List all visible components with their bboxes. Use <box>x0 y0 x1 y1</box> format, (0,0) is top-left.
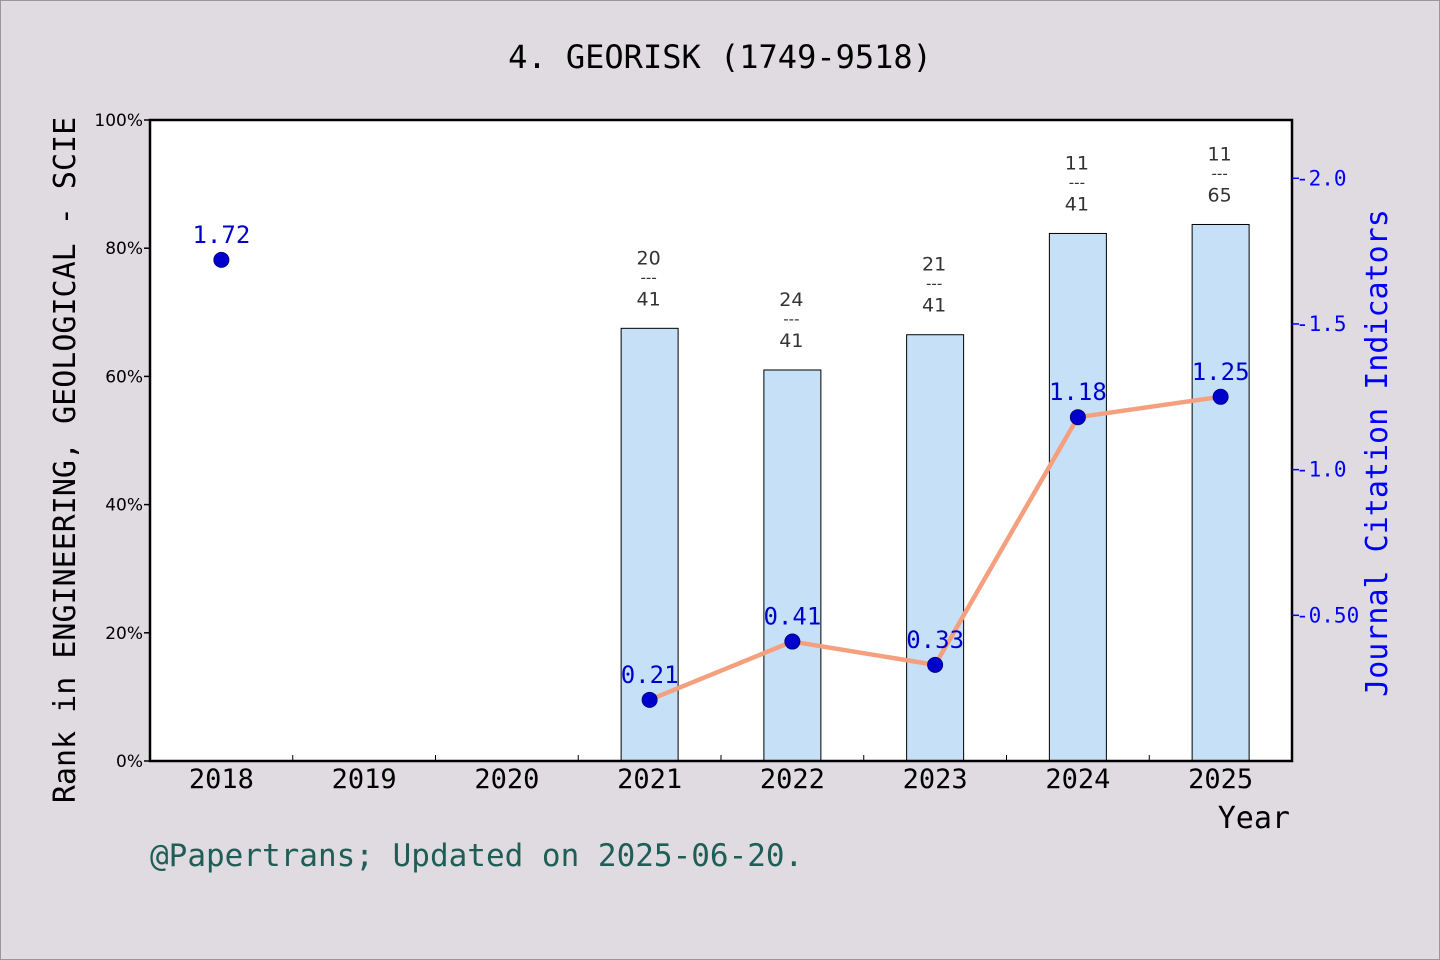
jci-label-2024: 1.18 <box>1049 378 1107 406</box>
y-axis-left-label: Rank in ENGINEERING, GEOLOGICAL - SCIE <box>48 117 83 803</box>
bar-rank-label-2024: 11--- 41 <box>1065 152 1089 215</box>
jci-label-2025: 1.25 <box>1192 358 1250 386</box>
jci-point-2024 <box>1069 409 1086 426</box>
bar-2025 <box>1191 223 1250 762</box>
bar-total-2023: 41 <box>922 295 946 317</box>
bar-separator-2021: --- <box>641 268 657 286</box>
bar-rank-2022: 24 <box>779 289 803 311</box>
jci-point-2018 <box>213 251 230 268</box>
jci-point-2021 <box>641 691 658 708</box>
plot-area <box>150 120 1292 761</box>
bar-rank-2024: 11 <box>1065 152 1089 174</box>
bar-total-2021: 41 <box>637 288 661 310</box>
bar-total-2022: 41 <box>779 330 803 352</box>
x-tick-label-2019: 2019 <box>332 764 397 795</box>
left-tick-label: 60% <box>105 367 143 387</box>
bar-rank-2025: 11 <box>1208 143 1232 165</box>
jci-label-2023: 0.33 <box>906 626 964 654</box>
right-tick-label: -2.0 <box>1296 166 1347 190</box>
x-tick-label-2018: 2018 <box>189 764 254 795</box>
x-tick-label-2023: 2023 <box>903 764 968 795</box>
bar-2021 <box>620 327 679 762</box>
bar-total-2024: 41 <box>1065 193 1089 215</box>
left-tick-label: 80% <box>105 239 143 259</box>
bar-2024 <box>1048 232 1107 762</box>
footer-note: @Papertrans; Updated on 2025-06-20. <box>150 838 803 874</box>
bar-rank-2021: 20 <box>637 247 661 269</box>
bar-rank-label-2021: 20--- 41 <box>637 247 661 310</box>
bar-rank-label-2025: 11--- 65 <box>1208 143 1232 206</box>
jci-label-2022: 0.41 <box>763 603 821 631</box>
x-tick-label-2020: 2020 <box>474 764 539 795</box>
bar-separator-2025: --- <box>1212 164 1228 182</box>
bar-rank-label-2022: 24--- 41 <box>779 289 803 352</box>
bar-rank-label-2023: 21--- 41 <box>922 254 946 317</box>
right-tick-label: -0.50 <box>1296 603 1359 627</box>
bar-2022 <box>763 369 822 762</box>
bar-separator-2022: --- <box>783 310 799 328</box>
x-axis-label: Year <box>1218 801 1290 836</box>
x-tick-label-2024: 2024 <box>1045 764 1110 795</box>
left-tick-label: 100% <box>94 111 143 131</box>
left-tick-label: 0% <box>116 752 143 772</box>
left-tick-label: 20% <box>105 624 143 644</box>
jci-point-2022 <box>784 633 801 650</box>
bar-separator-2024: --- <box>1069 173 1085 191</box>
bar-separator-2023: --- <box>926 275 942 293</box>
chart-title: 4. GEORISK (1749-9518) <box>508 38 932 76</box>
jci-point-2023 <box>927 656 944 673</box>
line-layer: 1.72 0.21 0.41 0.33 1.18 1.25 <box>192 221 1250 708</box>
bar-total-2025: 65 <box>1208 184 1232 206</box>
right-tick-label: -1.5 <box>1296 312 1347 336</box>
right-tick-label: -1.0 <box>1296 458 1347 482</box>
jci-label-2021: 0.21 <box>621 661 679 689</box>
jci-label-2018: 1.72 <box>192 221 250 249</box>
bar-rank-2023: 21 <box>922 254 946 276</box>
x-tick-label-2022: 2022 <box>760 764 825 795</box>
left-tick-label: 40% <box>105 496 143 516</box>
jci-point-2025 <box>1212 388 1229 405</box>
axes-layer: 0% 20% 40% 60% 80% 100% -0.50 -1.0 -1.5 -2.0 2018 2… <box>94 111 1359 795</box>
y-axis-right-label: Journal Citation Indicators <box>1360 209 1395 697</box>
x-tick-label-2021: 2021 <box>617 764 682 795</box>
bar-2023 <box>906 334 965 762</box>
x-tick-label-2025: 2025 <box>1188 764 1253 795</box>
